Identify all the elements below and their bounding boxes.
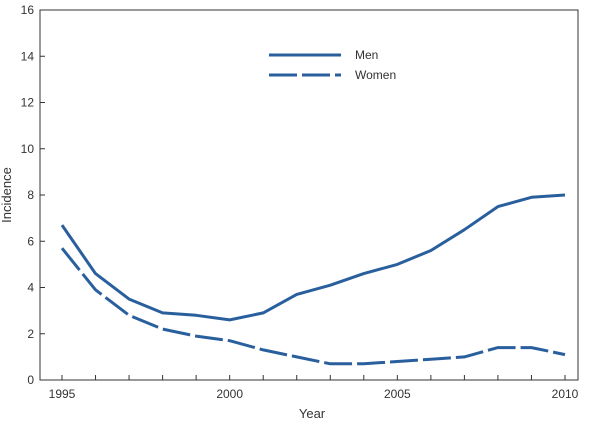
series-layer bbox=[60, 193, 566, 366]
legend: Men Women bbox=[269, 48, 396, 82]
y-tick-label: 2 bbox=[27, 327, 34, 341]
x-tick-label: 2005 bbox=[384, 387, 411, 401]
series-line-men bbox=[60, 193, 566, 322]
x-tick-label: 2010 bbox=[552, 387, 579, 401]
y-tick-label: 14 bbox=[21, 49, 35, 63]
legend-label-men: Men bbox=[355, 48, 378, 62]
y-tick-label: 12 bbox=[21, 96, 35, 110]
y-axis-title: Incidence bbox=[0, 167, 14, 223]
x-tick-label: 1995 bbox=[49, 387, 76, 401]
series-line-women bbox=[60, 247, 566, 366]
x-tick-label: 2000 bbox=[216, 387, 243, 401]
x-axis-title: Year bbox=[299, 406, 326, 421]
y-axis: 0 2 4 6 8 10 12 14 16 bbox=[21, 3, 45, 387]
y-tick-label: 6 bbox=[27, 234, 34, 248]
y-tick-label: 10 bbox=[21, 142, 35, 156]
legend-label-women: Women bbox=[355, 68, 396, 82]
y-tick-label: 8 bbox=[27, 188, 34, 202]
y-tick-label: 16 bbox=[21, 3, 35, 17]
plot-frame bbox=[39, 9, 579, 381]
y-tick-label: 0 bbox=[27, 373, 34, 387]
x-axis: 1995 2000 2005 2010 bbox=[49, 375, 579, 401]
y-tick-label: 4 bbox=[27, 281, 34, 295]
